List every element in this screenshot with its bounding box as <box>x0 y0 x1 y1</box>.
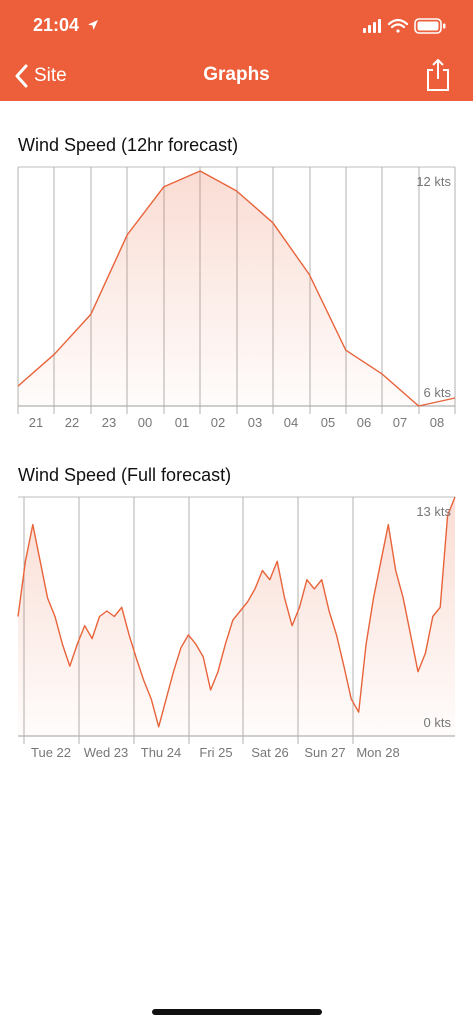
page-title: Graphs <box>203 64 270 85</box>
series-line <box>17 170 456 407</box>
x-tick-label: 02 <box>211 415 225 430</box>
x-tick-label: 21 <box>29 415 43 430</box>
cellular-signal-icon <box>363 19 381 33</box>
navigation-bar: 21:04 Site G <box>0 0 473 101</box>
x-tick-label: 03 <box>248 415 262 430</box>
wind-speed-full-chart: 13 kts 0 kts Tue 22 Wed 23 Thu 24 Fri 25 Sat 2… <box>17 496 456 760</box>
x-tick-label: 07 <box>393 415 407 430</box>
back-button[interactable]: Site <box>14 62 67 90</box>
x-tick-label: 05 <box>321 415 335 430</box>
back-label: Site <box>34 65 67 86</box>
series-area <box>18 171 455 406</box>
home-indicator <box>152 1009 322 1015</box>
chart-title-12hr: Wind Speed (12hr forecast) <box>18 135 239 155</box>
x-tick-label: Wed 23 <box>84 745 129 760</box>
chevron-left-icon <box>15 64 28 88</box>
location-arrow-icon <box>88 20 98 30</box>
x-tick-label: Mon 28 <box>356 745 399 760</box>
y-max-label: 13 kts <box>416 504 451 519</box>
x-tick-label: 00 <box>138 415 152 430</box>
status-time: 21:04 <box>33 15 80 35</box>
share-button[interactable] <box>425 58 451 97</box>
x-tick-label: 01 <box>175 415 189 430</box>
chart-title-full: Wind Speed (Full forecast) <box>18 465 232 485</box>
wind-speed-12hr-chart: 12 kts 6 kts 21 22 23 00 01 02 03 04 05 06 07 08 <box>17 166 456 430</box>
y-max-label: 12 kts <box>416 174 451 189</box>
x-tick-label: Thu 24 <box>141 745 181 760</box>
x-tick-label: Tue 22 <box>31 745 71 760</box>
wifi-icon <box>387 18 409 33</box>
x-tick-label: 22 <box>65 415 79 430</box>
x-tick-label: Sat 26 <box>251 745 289 760</box>
status-indicators <box>363 18 446 34</box>
battery-icon <box>414 18 446 34</box>
share-icon <box>427 59 449 91</box>
x-tick-label: 23 <box>102 415 116 430</box>
x-tick-label: Fri 25 <box>199 745 232 760</box>
status-icons <box>363 15 447 37</box>
x-tick-label: Sun 27 <box>304 745 345 760</box>
x-tick-label: 04 <box>284 415 298 430</box>
series-line <box>17 496 456 728</box>
x-tick-label: 06 <box>357 415 371 430</box>
y-min-label: 0 kts <box>424 715 452 730</box>
x-tick-label: 08 <box>430 415 444 430</box>
y-min-label: 6 kts <box>424 385 452 400</box>
